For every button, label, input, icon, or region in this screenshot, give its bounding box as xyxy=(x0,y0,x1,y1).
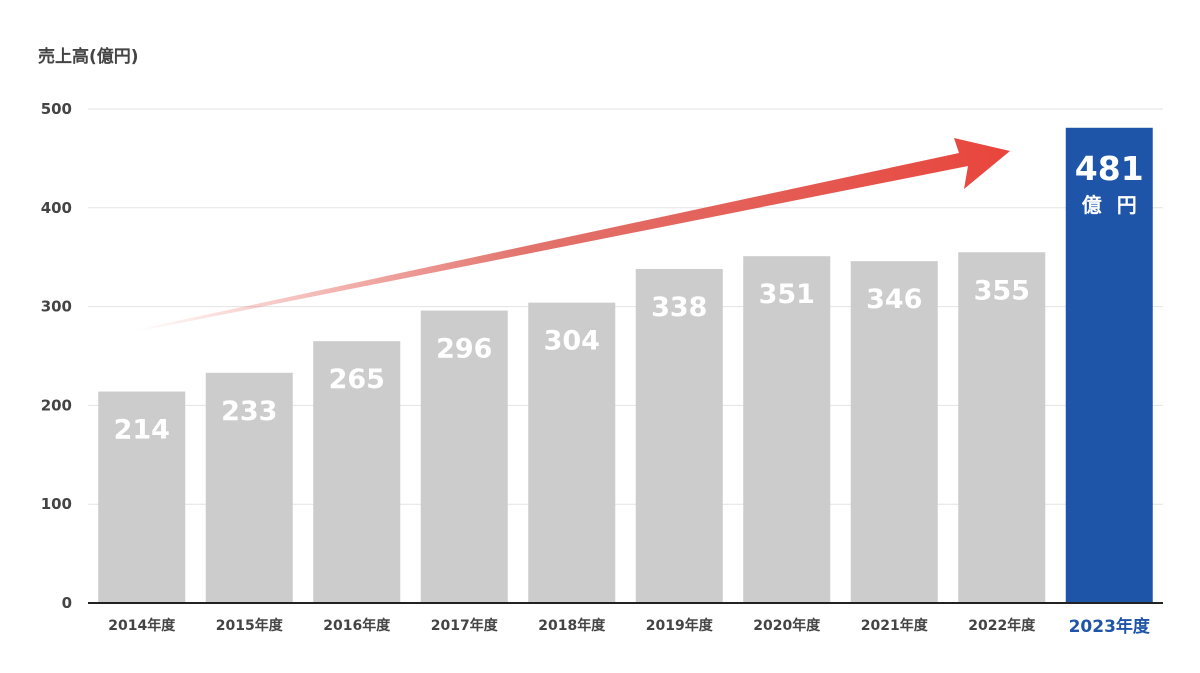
x-tick-label: 2021年度 xyxy=(861,617,929,634)
bar xyxy=(98,391,186,603)
trend-arrow xyxy=(135,138,1010,332)
x-tick-label: 2016年度 xyxy=(323,617,391,634)
bar xyxy=(528,302,616,603)
x-tick-label: 2020年度 xyxy=(753,617,821,634)
bar-value-label: 338 xyxy=(651,292,707,323)
bar-value-label: 351 xyxy=(759,279,815,310)
y-axis-title: 売上高(億円) xyxy=(38,46,139,67)
x-tick-label: 2022年度 xyxy=(968,617,1036,634)
highlight-unit-label: 億 円 xyxy=(1082,193,1141,217)
bar xyxy=(958,252,1046,603)
x-tick-label: 2015年度 xyxy=(216,617,284,634)
x-tick-label: 2019年度 xyxy=(646,617,714,634)
bar-value-label: 304 xyxy=(544,326,600,357)
y-tick-label: 200 xyxy=(41,396,72,414)
y-tick-label: 500 xyxy=(41,100,72,118)
bar xyxy=(205,372,293,603)
y-tick-label: 0 xyxy=(62,594,72,612)
y-tick-label: 400 xyxy=(41,199,72,217)
bar-value-label: 214 xyxy=(114,415,170,446)
bar xyxy=(635,269,723,603)
label-layer: 214 2014年度 233 2015年度 265 2016年度 296 2017年度 304 2… xyxy=(88,149,1163,637)
bar-value-label: 355 xyxy=(974,275,1030,306)
bar-highlight xyxy=(1065,127,1153,603)
x-tick-label: 2017年度 xyxy=(431,617,499,634)
y-tick-label: 300 xyxy=(41,298,72,316)
bar xyxy=(420,310,508,603)
bar-value-label: 265 xyxy=(329,364,385,395)
bar xyxy=(850,261,938,603)
y-tick-label: 100 xyxy=(41,495,72,513)
x-tick-label: 2014年度 xyxy=(108,617,176,634)
x-tick-label-highlight: 2023年度 xyxy=(1069,616,1151,637)
bar xyxy=(743,256,831,603)
bar xyxy=(313,341,401,603)
x-tick-label: 2018年度 xyxy=(538,617,606,634)
bar-value-label: 233 xyxy=(221,396,277,427)
bar-value-label: 346 xyxy=(866,284,922,315)
highlight-value-label: 481 xyxy=(1075,149,1144,188)
bar-layer xyxy=(98,127,1153,603)
trend-arrow-layer xyxy=(135,138,1010,332)
bar-value-label: 296 xyxy=(436,334,492,365)
